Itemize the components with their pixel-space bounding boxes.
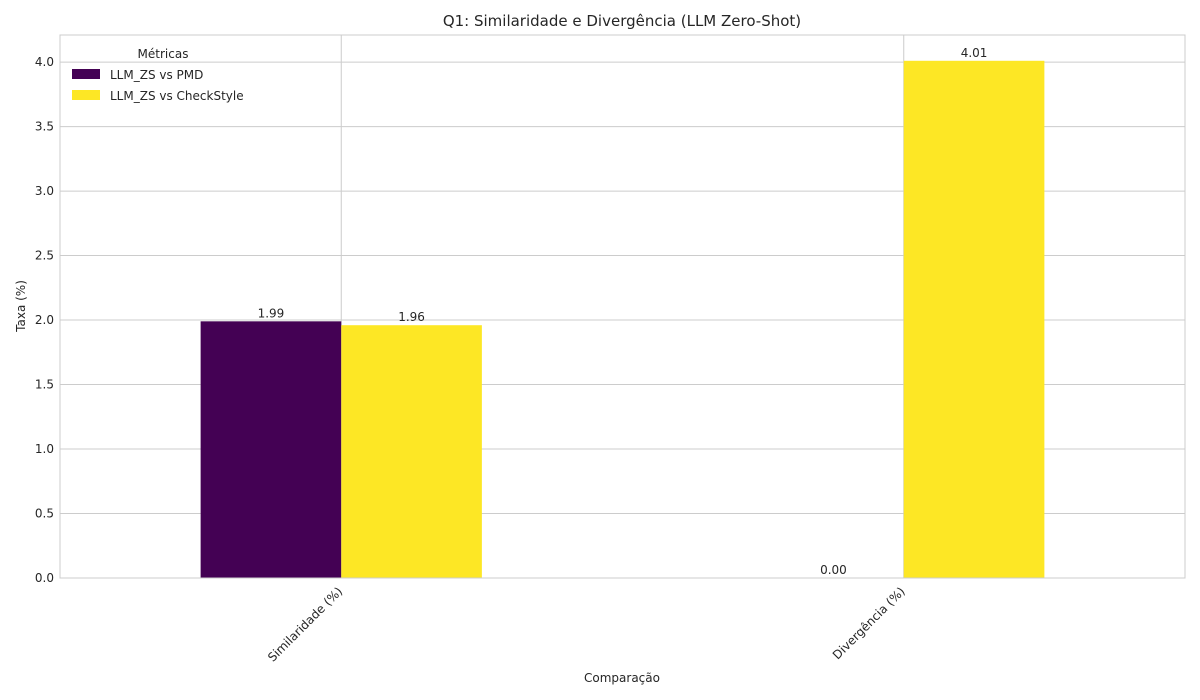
y-tick-label: 3.5	[35, 120, 54, 134]
bar	[341, 325, 482, 578]
legend-label-pmd: LLM_ZS vs PMD	[110, 68, 203, 82]
y-tick-label: 2.0	[35, 313, 54, 327]
bar-value-label: 0.00	[820, 563, 847, 577]
legend: Métricas LLM_ZS vs PMD LLM_ZS vs CheckSt…	[72, 47, 244, 103]
legend-swatch-pmd	[72, 69, 100, 79]
y-tick-label: 0.0	[35, 571, 54, 585]
data-labels: 1.99 0.00 1.96 4.01	[258, 46, 988, 577]
legend-swatch-checkstyle	[72, 90, 100, 100]
legend-label-checkstyle: LLM_ZS vs CheckStyle	[110, 89, 244, 103]
bar	[903, 60, 1045, 579]
legend-title: Métricas	[138, 47, 189, 61]
plot-frame	[59, 34, 1186, 579]
y-axis-label: Taxa (%)	[14, 280, 28, 333]
x-axis-label: Comparação	[584, 671, 660, 685]
y-tick-label: 2.5	[35, 249, 54, 263]
x-tick-label: Divergência (%)	[830, 584, 908, 662]
bar-value-label: 1.99	[258, 306, 285, 320]
chart-title: Q1: Similaridade e Divergência (LLM Zero…	[443, 12, 801, 30]
y-tick-label: 0.5	[35, 507, 54, 521]
bar-value-label: 1.96	[398, 310, 425, 324]
bar	[200, 321, 342, 578]
y-tick-label: 4.0	[35, 55, 54, 69]
bar-value-label: 4.01	[961, 46, 988, 60]
y-tick-label: 1.5	[35, 378, 54, 392]
x-tick-label: Similaridade (%)	[265, 584, 345, 664]
y-tick-label: 3.0	[35, 184, 54, 198]
bars	[200, 60, 1045, 579]
y-tick-label: 1.0	[35, 442, 54, 456]
